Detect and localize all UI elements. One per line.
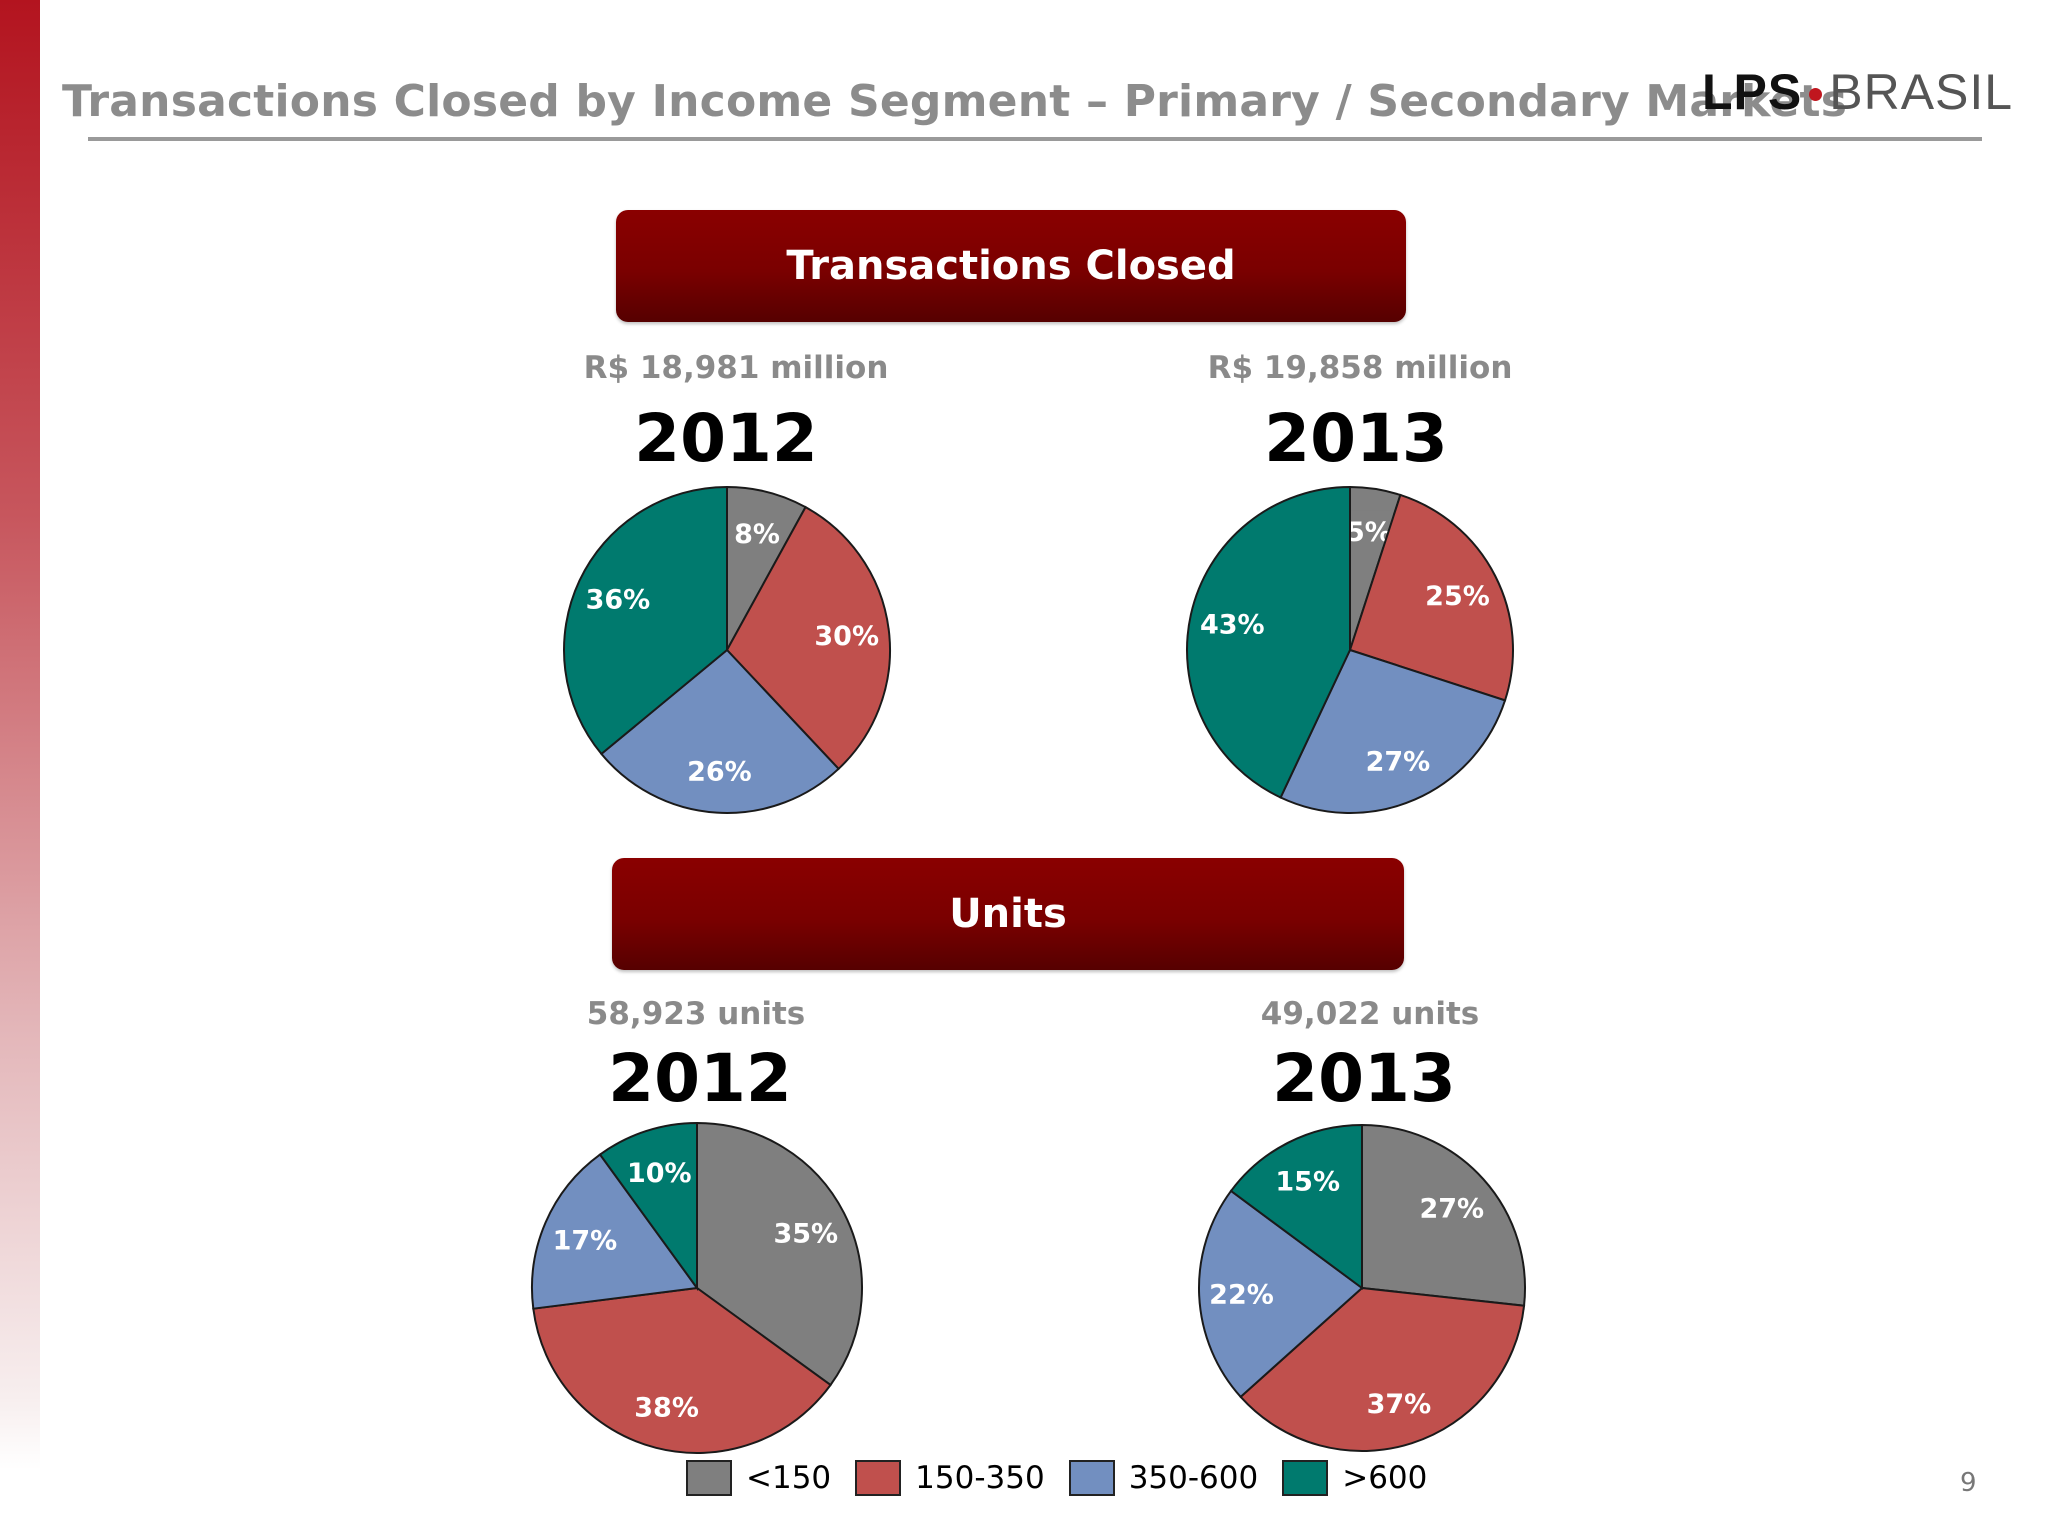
transactions-closed-banner: Transactions Closed	[616, 210, 1406, 322]
pie-data-label: 17%	[553, 1226, 618, 1257]
transactions-2013-total: R$ 19,858 million	[1207, 350, 1513, 386]
units-2013-year: 2013	[1272, 1040, 1456, 1117]
units-2013-total: 49,022 units	[1260, 996, 1480, 1032]
pie-data-label: 25%	[1425, 581, 1490, 612]
legend-swatch	[686, 1460, 732, 1496]
legend-item: 150-350	[855, 1460, 1045, 1496]
legend-label: 350-600	[1128, 1460, 1259, 1496]
pie-data-label: 15%	[1275, 1166, 1340, 1197]
slide-title: Transactions Closed by Income Segment – …	[62, 76, 1848, 127]
units-2012-total: 58,923 units	[586, 996, 806, 1032]
pie-slice	[1229, 1123, 1363, 1290]
pie-data-label: 26%	[687, 756, 752, 787]
pie-slice	[598, 1121, 698, 1292]
pie-data-label: 30%	[814, 621, 879, 652]
title-divider	[88, 137, 1982, 141]
pie-data-label: 35%	[773, 1219, 838, 1250]
legend-swatch	[855, 1460, 902, 1496]
transactions-2012-year: 2012	[634, 400, 818, 477]
pie-chart: 35% 38% 17% 10%	[530, 1121, 863, 1454]
pie-chart: 5%25%27%43%	[1186, 485, 1514, 814]
pie-slice	[600, 648, 840, 814]
pie-slice	[1239, 1286, 1526, 1453]
pie-chart: 8% 30% 26% 36%	[563, 485, 891, 814]
pie-data-label: 27%	[1419, 1194, 1484, 1225]
legend-item: <150	[686, 1460, 831, 1496]
pie-data-label: 38%	[634, 1392, 699, 1423]
pie-slice	[1361, 1123, 1526, 1307]
lps-brasil-logo: LPS BRASIL	[1702, 62, 2013, 122]
pie-slice	[563, 485, 728, 756]
pie-chart: 27% 37% 22% 15%	[1198, 1123, 1526, 1453]
legend-item: 350-600	[1068, 1460, 1259, 1496]
transactions-2013-year: 2013	[1264, 400, 1448, 477]
pie-slice	[725, 505, 891, 771]
units-2012-year: 2012	[608, 1040, 792, 1117]
pie-data-label: 22%	[1209, 1280, 1274, 1311]
pie-data-label: 36%	[586, 585, 651, 616]
pie-data-label: 27%	[1366, 747, 1431, 778]
legend-item: >600	[1282, 1460, 1427, 1496]
pie-slice	[696, 1121, 863, 1387]
pie-slice	[1186, 485, 1351, 799]
logo-brasil-text: BRASIL	[1829, 64, 2014, 120]
pie-slice	[1348, 493, 1514, 702]
pie-data-label: 10%	[627, 1158, 692, 1189]
legend-label: 150-350	[915, 1460, 1045, 1496]
logo-dot-icon	[1809, 87, 1823, 101]
page-number: 9	[1960, 1468, 1977, 1498]
legend-swatch	[1068, 1460, 1115, 1496]
pie-slice	[1198, 1189, 1364, 1399]
pie-slice	[530, 1153, 699, 1310]
transactions-2012-total: R$ 18,981 million	[583, 350, 889, 386]
pie-slice	[532, 1286, 832, 1454]
legend-label: <150	[746, 1460, 832, 1496]
pie-data-label: 37%	[1367, 1389, 1432, 1420]
pie-data-label: 8%	[734, 519, 780, 550]
legend-swatch	[1282, 1460, 1329, 1496]
units-banner: Units	[612, 858, 1404, 970]
legend-label: >600	[1342, 1460, 1428, 1496]
chart-legend: <150 150-350 350-600 >600	[686, 1458, 1427, 1498]
pie-data-label: 43%	[1200, 610, 1265, 641]
side-accent-bar	[0, 0, 40, 1470]
logo-lps-text: LPS	[1702, 64, 1803, 120]
pie-slice	[1279, 648, 1507, 814]
